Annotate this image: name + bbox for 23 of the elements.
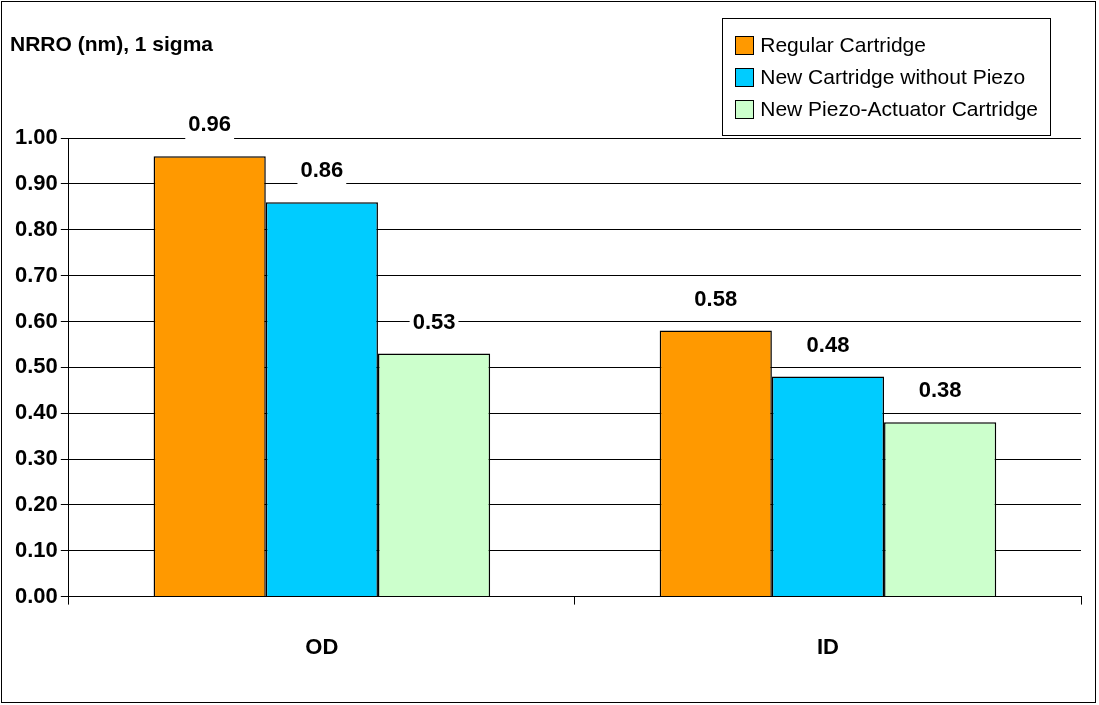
- data-label: 0.86: [300, 157, 344, 183]
- y-tick-label: 0.40: [14, 399, 58, 425]
- y-tick-label: 0.50: [14, 353, 58, 379]
- y-tick-label: 0.60: [14, 307, 58, 333]
- x-tick-label: OD: [305, 633, 339, 659]
- data-label: 0.96: [188, 111, 232, 137]
- data-label: 0.53: [412, 308, 456, 334]
- y-tick-label: 0.10: [14, 536, 58, 562]
- legend-label: New Piezo-Actuator Cartridge: [760, 97, 1038, 121]
- y-tick-label: 0.90: [14, 169, 58, 195]
- data-label: 0.58: [694, 285, 738, 311]
- data-label: 0.38: [918, 377, 962, 403]
- legend-label: Regular Cartridge: [760, 33, 926, 57]
- data-label: 0.48: [806, 331, 850, 357]
- y-tick-label: 0.30: [14, 445, 58, 471]
- y-tick-label: 0.20: [14, 490, 58, 516]
- y-tick-label: 0.80: [14, 215, 58, 241]
- y-axis-title: NRRO (nm), 1 sigma: [10, 32, 214, 56]
- legend-label: New Cartridge without Piezo: [760, 65, 1026, 89]
- y-tick-label: 0.00: [14, 582, 58, 608]
- x-tick-label: ID: [816, 633, 839, 659]
- y-tick-label: 0.70: [14, 261, 58, 287]
- y-tick-label: 1.00: [14, 124, 58, 150]
